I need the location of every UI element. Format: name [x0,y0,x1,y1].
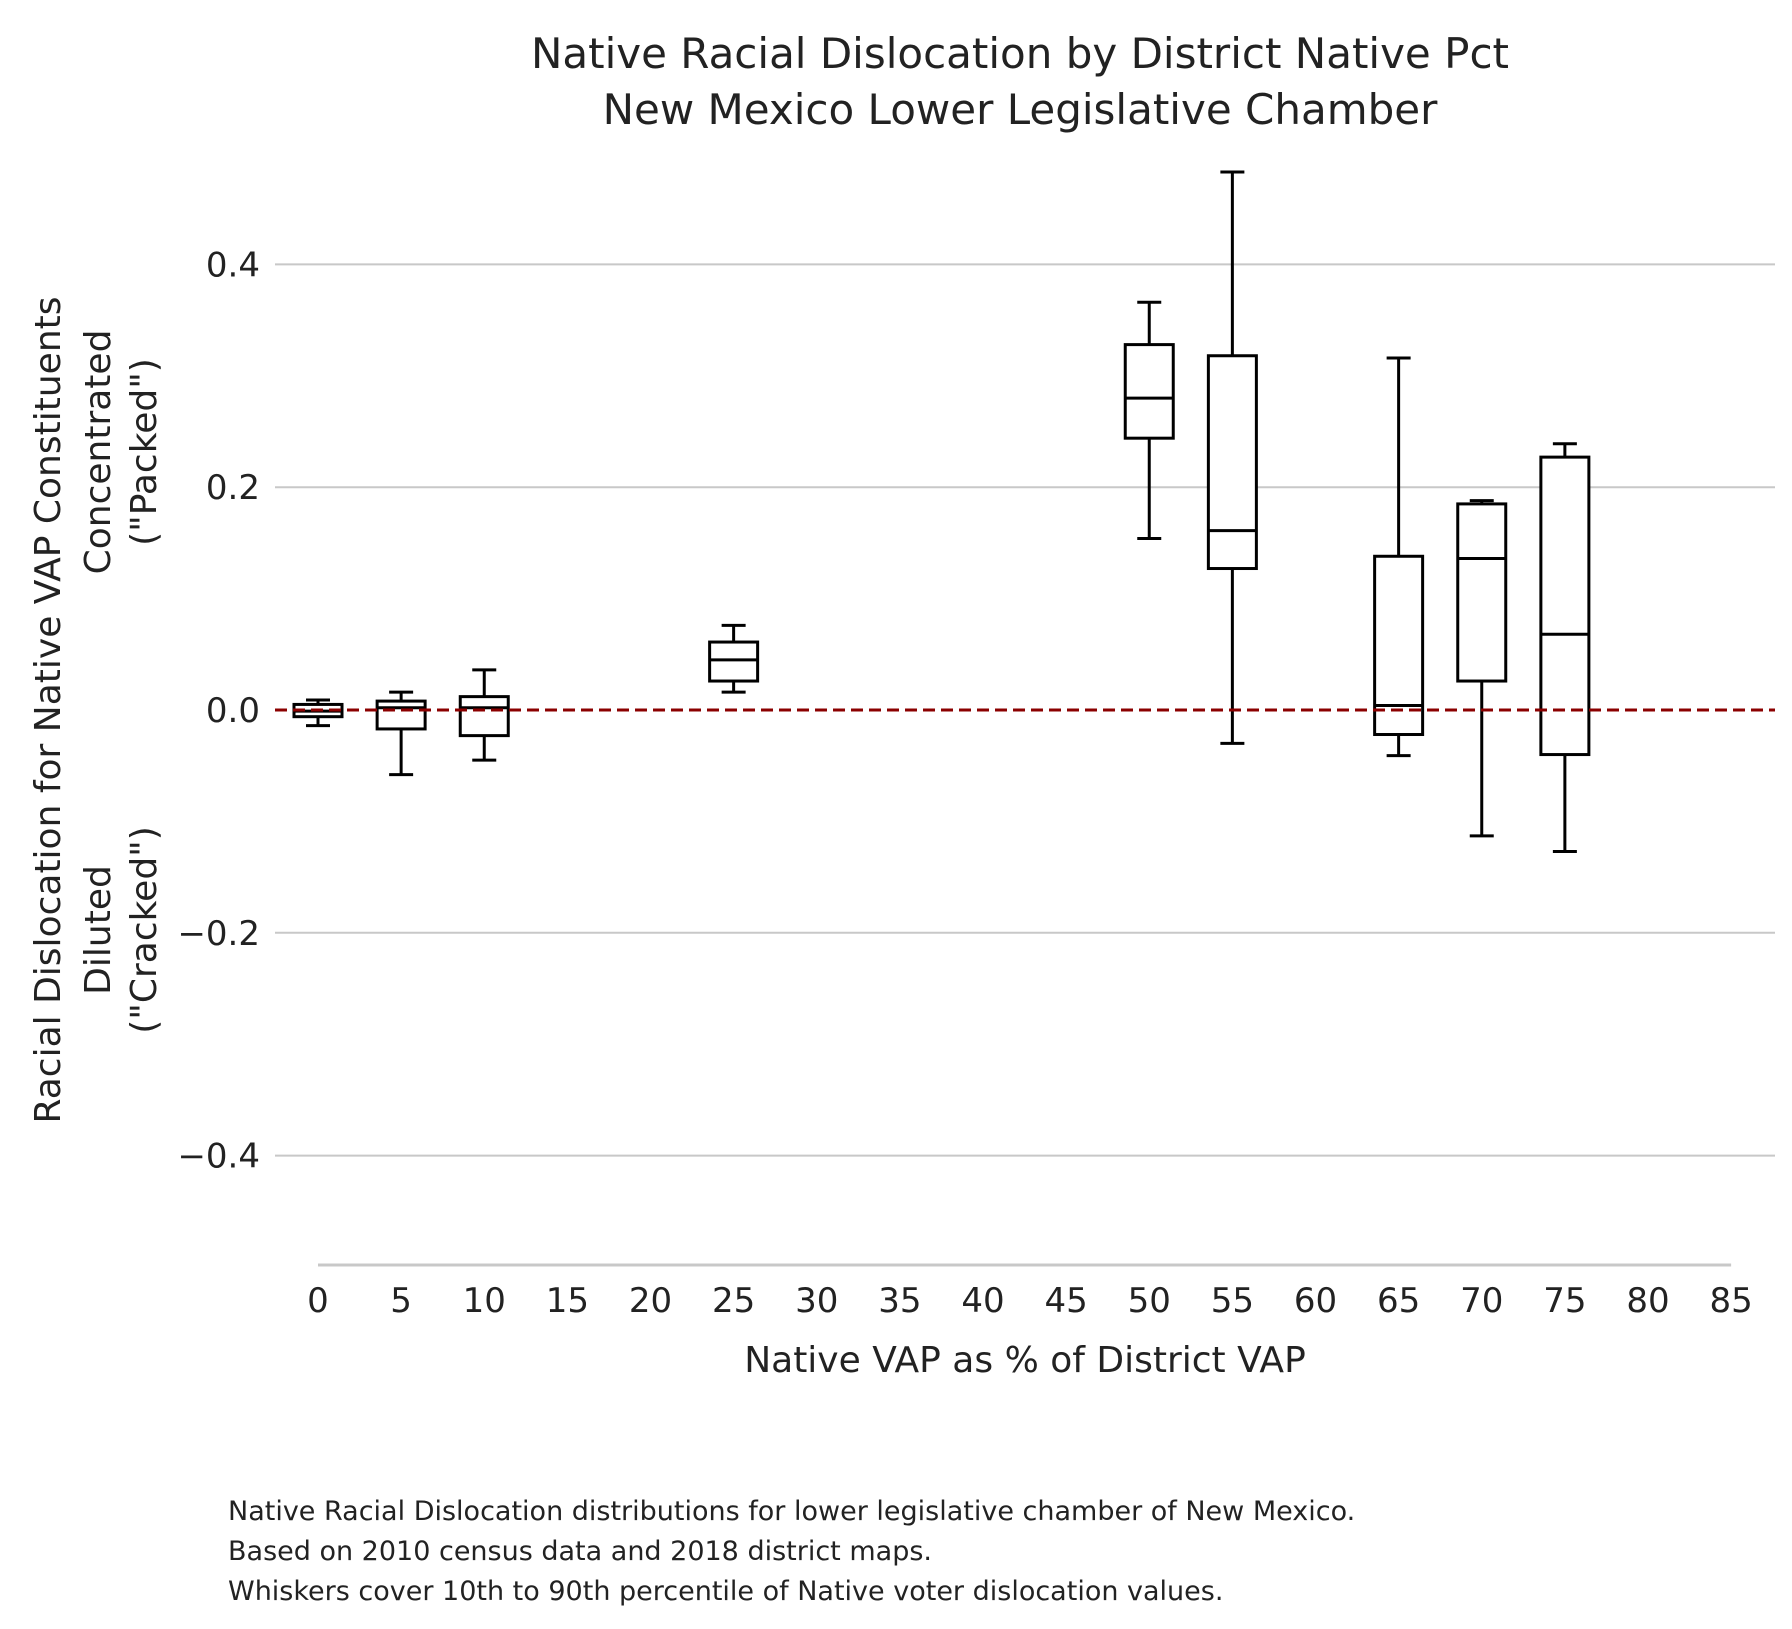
box-55 [1206,170,1258,745]
y-axis-label-diluted: Diluted [78,865,119,995]
box-iqr [1539,455,1591,757]
x-tick-label: 15 [546,1281,589,1321]
y-tick-label: 0.4 [206,245,260,285]
x-tick-label: 30 [795,1281,838,1321]
x-tick-label: 50 [1128,1281,1171,1321]
box-iqr [375,699,427,731]
box-50 [1123,300,1175,540]
y-axis-label-cracked: ("Cracked") [124,826,165,1034]
x-tick-label: 60 [1294,1281,1337,1321]
box-10 [458,668,510,762]
x-tick-label: 5 [390,1281,412,1321]
x-axis-label: Native VAP as % of District VAP [744,1340,1306,1381]
y-tick-label: 0.0 [206,691,260,731]
box-70 [1456,499,1508,838]
x-tick-label: 40 [961,1281,1004,1321]
x-tick-label: 85 [1709,1281,1752,1321]
box-iqr [458,695,510,738]
x-tick-label: 55 [1211,1281,1254,1321]
x-tick-label: 45 [1044,1281,1087,1321]
caption-line-1: Native Racial Dislocation distributions … [228,1496,1356,1527]
box-iqr [708,640,760,683]
y-tick-label: −0.2 [177,914,260,954]
caption-line-3: Whiskers cover 10th to 90th percentile o… [228,1576,1224,1607]
caption-line-2: Based on 2010 census data and 2018 distr… [228,1536,932,1567]
box-65 [1373,356,1425,758]
box-iqr [1373,554,1425,737]
x-tick-label: 75 [1543,1281,1586,1321]
box-iqr [1206,354,1258,571]
y-grid [275,263,1775,1157]
x-tick-label: 65 [1377,1281,1420,1321]
y-tick-label: −0.4 [177,1137,260,1177]
chart-title-line-1: Native Racial Dislocation by District Na… [531,29,1509,78]
box-iqr [1456,502,1508,683]
x-tick-label: 70 [1460,1281,1503,1321]
y-axis-label-main: Racial Dislocation for Native VAP Consti… [28,296,69,1123]
y-axis-ticks: −0.4 −0.2 0.0 0.2 0.4 [177,245,260,1176]
box-plot-chart: Native Racial Dislocation by District Na… [28,29,1775,1381]
y-axis-label: Racial Dislocation for Native VAP Consti… [28,296,165,1123]
box-0 [292,698,344,728]
x-tick-label: 0 [307,1281,329,1321]
caption: Native Racial Dislocation distributions … [228,1492,1355,1612]
chart-title-line-2: New Mexico Lower Legislative Chamber [603,85,1439,134]
boxes [292,170,1591,853]
x-tick-label: 10 [463,1281,506,1321]
box-5 [375,690,427,777]
x-axis: 0 5 10 15 20 25 30 35 40 45 50 55 60 65 70 75 80 85 [307,1263,1753,1321]
x-tick-label: 25 [712,1281,755,1321]
box-25 [708,623,760,694]
box-75 [1539,442,1591,853]
y-axis-label-packed: ("Packed") [124,358,165,546]
x-tick-label: 80 [1626,1281,1669,1321]
y-axis-label-concentrated: Concentrated [78,330,119,575]
x-tick-label: 35 [878,1281,921,1321]
chart-title: Native Racial Dislocation by District Na… [531,29,1509,134]
x-tick-label: 20 [629,1281,672,1321]
y-tick-label: 0.2 [206,468,260,508]
box-iqr [1123,343,1175,440]
